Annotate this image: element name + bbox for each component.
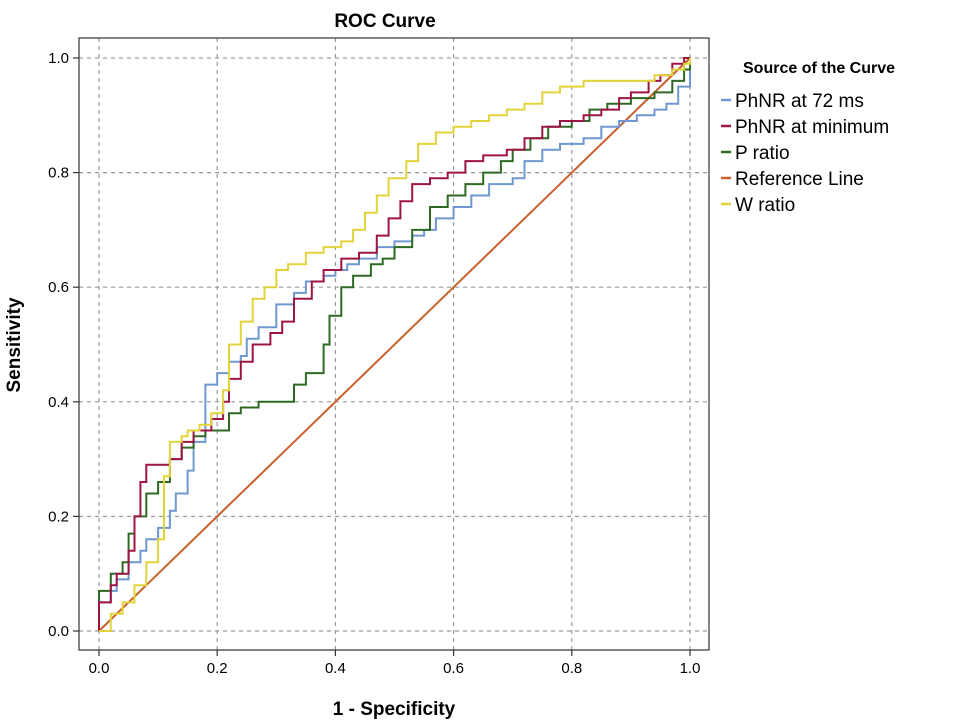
y-axis-ticks: 0.0 0.2 0.4 0.6 0.8 1.0 [48, 50, 79, 640]
x-tick-label-0: 0.0 [89, 660, 110, 677]
x-tick-label-4: 0.8 [561, 660, 582, 677]
y-tick-label-2: 0.4 [48, 394, 69, 411]
y-axis-title: Sensitivity [4, 297, 25, 392]
series-line-w-ratio [99, 58, 691, 632]
y-tick-label-3: 0.6 [48, 279, 69, 296]
x-tick-label-5: 1.0 [680, 660, 701, 677]
legend-label-w-ratio: W ratio [735, 195, 795, 216]
series-line-reference-line [98, 57, 691, 632]
chart-title: ROC Curve [334, 11, 435, 32]
series-lines [98, 57, 691, 632]
legend-title: Source of the Curve [743, 60, 895, 77]
y-tick-label-0: 0.0 [48, 623, 69, 640]
grid [79, 38, 709, 650]
y-tick-label-1: 0.2 [48, 508, 69, 525]
legend-label-phnr-at-minimum: PhNR at minimum [735, 117, 889, 138]
x-tick-label-3: 0.6 [443, 660, 464, 677]
y-tick-label-5: 1.0 [48, 50, 69, 67]
x-axis-title: 1 - Specificity [333, 699, 456, 720]
y-tick-label-4: 0.8 [48, 165, 69, 182]
legend-label-p-ratio: P ratio [735, 143, 790, 164]
legend-label-phnr-at-72-ms: PhNR at 72 ms [735, 91, 864, 112]
x-tick-label-2: 0.4 [325, 660, 346, 677]
legend-label-reference-line: Reference Line [735, 169, 864, 190]
legend-items: PhNR at 72 ms PhNR at minimum P ratio Refer… [721, 91, 889, 216]
x-tick-label-1: 0.2 [207, 660, 228, 677]
series-line-phnr-at-minimum [98, 57, 690, 631]
plot-frame [78, 37, 710, 651]
x-axis-ticks: 0.0 0.2 0.4 0.6 0.8 1.0 [89, 650, 701, 677]
